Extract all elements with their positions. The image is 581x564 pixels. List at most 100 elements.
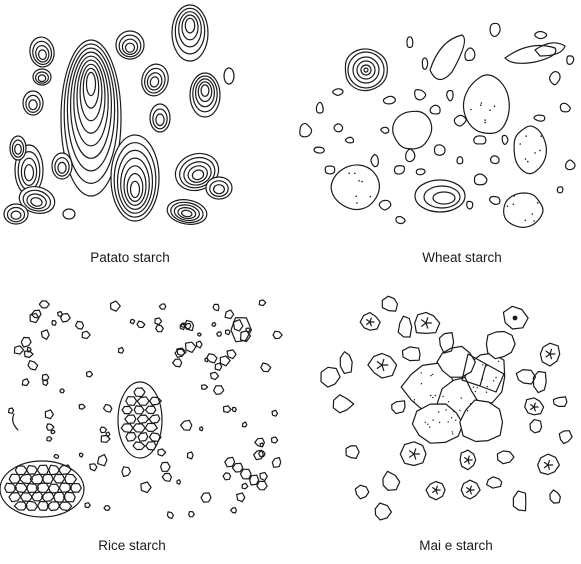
maize-small-grain — [513, 491, 525, 511]
rice-granule — [227, 350, 236, 359]
potato-grain — [224, 68, 234, 84]
maize-grain-texture-dot — [459, 410, 460, 411]
maize-grain-texture-dot — [452, 431, 453, 432]
rice-granule — [224, 406, 231, 413]
potato-grain — [138, 61, 171, 99]
rice-granule — [60, 389, 65, 393]
wheat-small-grain — [325, 166, 334, 174]
wheat-small-grain — [435, 145, 446, 155]
wheat-grain-texture-dot — [534, 152, 536, 154]
wheat-small-grain — [490, 196, 500, 204]
rice-granule — [217, 332, 222, 336]
rice-granule — [212, 322, 216, 326]
rice-granule — [215, 363, 222, 370]
maize-small-grain — [382, 296, 397, 311]
wheat-starch-grains-drawing — [290, 0, 581, 240]
wheat-grain-texture-dot — [348, 173, 350, 175]
maize-grain-texture-dot — [486, 392, 487, 393]
rice-granule — [200, 427, 203, 431]
maize-grain-texture-dot — [498, 361, 499, 362]
rice-granule — [272, 458, 280, 468]
wheat-small-grain — [396, 217, 405, 224]
potato-grain — [206, 177, 232, 199]
wheat-small-grain — [381, 127, 389, 133]
maize-small-grain — [487, 477, 502, 488]
rice-granule — [158, 449, 166, 456]
rice-granule — [80, 453, 84, 457]
potato-grain — [52, 153, 72, 179]
rice-granule — [240, 469, 251, 479]
maize-small-grain — [383, 471, 400, 490]
maize-grain-texture-dot — [453, 411, 454, 412]
wheat-grain-texture-dot — [361, 181, 363, 183]
wheat-small-grain — [447, 90, 453, 100]
rice-granule — [243, 422, 247, 427]
wheat-small-grain — [502, 135, 508, 144]
maize-grain-texture-dot — [430, 395, 431, 396]
rice-granule — [9, 408, 14, 413]
rice-granule — [211, 372, 219, 379]
potato-grain — [150, 104, 170, 132]
wheat-small-grain — [550, 72, 560, 85]
rice-granule — [104, 405, 112, 413]
maize-grain-texture-dot — [429, 426, 430, 427]
rice-granule — [104, 506, 110, 511]
maize-grain-texture-dot — [487, 386, 488, 387]
wheat-small-grain — [333, 89, 343, 96]
rice-granule — [231, 508, 237, 513]
rice-granule — [51, 430, 55, 433]
maize-grain-texture-dot — [432, 419, 433, 420]
maize-grain-texture-dot — [448, 421, 449, 422]
maize-grain-texture-dot — [482, 379, 483, 380]
wheat-grain-ring — [415, 180, 465, 212]
maize-grain-texture-dot — [461, 397, 462, 398]
wheat-grain-texture-dot — [354, 173, 356, 175]
wheat-grain-texture-dot — [358, 180, 360, 182]
wheat-grain-texture-dot — [355, 196, 357, 198]
wheat-grain-texture-dot — [519, 143, 521, 145]
rice-granule — [205, 358, 208, 362]
wheat-grain-texture-dot — [537, 202, 539, 204]
wheat-elongated-grain — [535, 43, 565, 56]
wheat-grain-texture-dot — [494, 105, 496, 107]
rice-granule — [76, 321, 84, 329]
maize-grain-texture-dot — [475, 391, 476, 392]
wheat-small-grain — [415, 90, 426, 100]
wheat-grain-texture-dot — [370, 196, 372, 198]
maize-grain-texture-dot — [427, 424, 428, 425]
maize-large-grain — [486, 332, 515, 359]
wheat-small-grain — [560, 103, 570, 112]
rice-granule — [198, 333, 201, 336]
rice-granule — [233, 463, 243, 472]
maize-small-grain — [392, 401, 405, 414]
wheat-large-grain — [463, 75, 509, 134]
wheat-grain-texture-dot — [489, 110, 491, 112]
maize-small-grain — [559, 431, 572, 444]
maize-grain-texture-dot — [421, 372, 422, 373]
wheat-small-grain — [416, 169, 425, 175]
rice-granule — [161, 462, 171, 471]
rice-granule — [39, 301, 49, 308]
maize-small-grain — [533, 372, 546, 393]
maize-small-grain — [516, 370, 535, 384]
rice-granule — [189, 512, 195, 517]
rice-granule — [254, 450, 264, 459]
wheat-elongated-grain — [505, 46, 556, 64]
rice-granule — [155, 318, 162, 325]
rice-granule — [106, 432, 110, 436]
wheat-small-grain — [406, 149, 415, 161]
wheat-grain-texture-dot — [540, 135, 542, 137]
potato-grain — [190, 73, 220, 117]
rice-granule — [159, 304, 166, 309]
rice-granule — [79, 404, 85, 409]
rice-granule — [87, 371, 93, 377]
maize-grain-texture-dot — [435, 395, 436, 396]
rice-granule — [82, 331, 90, 338]
wheat-small-grain — [394, 166, 404, 174]
rice-granule — [232, 407, 236, 411]
rice-granule — [167, 512, 173, 519]
maize-small-grain — [321, 367, 340, 387]
wheat-small-grain — [383, 96, 395, 104]
rice-granule — [226, 330, 230, 335]
maize-small-grain — [398, 316, 412, 337]
